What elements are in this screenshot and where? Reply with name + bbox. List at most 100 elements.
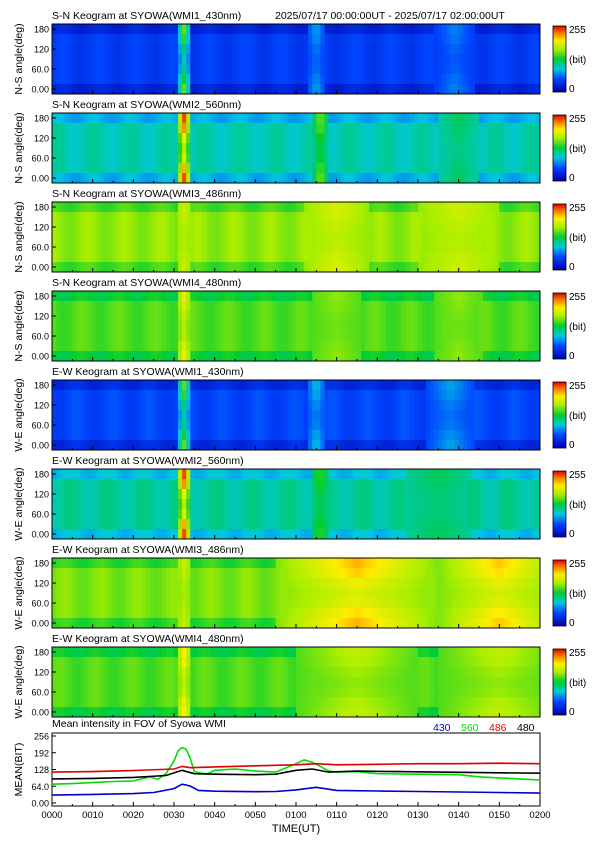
heatmap-cell: [210, 420, 216, 431]
heatmap-cell: [495, 400, 500, 411]
heatmap-cell: [503, 301, 508, 312]
heatmap-cell: [308, 84, 313, 95]
heatmap-cell: [137, 469, 142, 480]
heatmap-cell: [190, 84, 195, 95]
heatmap-cell: [296, 519, 301, 530]
heatmap-cell: [336, 173, 342, 184]
heatmap-cell: [422, 420, 427, 431]
heatmap-cell: [531, 34, 537, 45]
heatmap-cell: [113, 252, 118, 263]
heatmap-cell: [328, 143, 333, 154]
heatmap-cell: [239, 242, 244, 253]
heatmap-cell: [267, 390, 272, 401]
heatmap-cell: [157, 173, 163, 184]
heatmap-cell: [369, 311, 374, 322]
heatmap-cell: [129, 232, 134, 243]
heatmap-cell: [259, 24, 264, 35]
heatmap-cell: [393, 153, 399, 164]
heatmap-cell: [108, 430, 114, 441]
heatmap-cell: [470, 163, 476, 174]
heatmap-cell: [401, 153, 407, 164]
heatmap-cell: [104, 222, 110, 233]
heatmap-cell: [113, 291, 118, 302]
heatmap-cell: [72, 301, 77, 312]
heatmap-cell: [474, 143, 480, 154]
heatmap-cell: [369, 321, 374, 332]
heatmap-cell: [328, 351, 333, 362]
heatmap-cell: [263, 301, 268, 312]
heatmap-cell: [157, 331, 163, 342]
heatmap-cell: [226, 173, 232, 184]
heatmap-cell: [458, 331, 464, 342]
heatmap-cell: [259, 163, 264, 174]
heatmap-cell: [279, 232, 285, 243]
heatmap-cell: [385, 202, 390, 213]
heatmap-cell: [137, 123, 142, 134]
heatmap-cell: [108, 232, 114, 243]
heatmap-cell: [68, 163, 73, 174]
heatmap-cell: [129, 469, 134, 480]
heatmap-cell: [202, 24, 207, 35]
heatmap-cell: [413, 242, 419, 253]
heatmap-cell: [190, 410, 195, 421]
heatmap-cell: [491, 153, 496, 164]
heatmap-cell: [291, 232, 297, 243]
heatmap-cell: [479, 420, 484, 431]
heatmap-cell: [352, 252, 358, 263]
heatmap-cell: [466, 430, 472, 441]
heatmap-cell: [340, 390, 346, 401]
heatmap-cell: [96, 202, 102, 213]
heatmap-cell: [210, 202, 216, 213]
heatmap-cell: [169, 301, 175, 312]
heatmap-cell: [413, 291, 419, 302]
heatmap-cell: [125, 291, 130, 302]
heatmap-cell: [405, 321, 411, 332]
heatmap-cell: [243, 24, 248, 35]
heatmap-cell: [450, 440, 455, 451]
heatmap-cell: [230, 479, 236, 490]
heatmap-cell: [405, 252, 411, 263]
heatmap-cell: [129, 420, 134, 431]
heatmap-cell: [72, 291, 77, 302]
heatmap-cell: [491, 44, 496, 55]
heatmap-cell: [365, 311, 370, 322]
heatmap-cell: [466, 301, 472, 312]
heatmap-cell: [56, 430, 61, 441]
heatmap-cell: [344, 489, 350, 500]
heatmap-cell: [442, 242, 447, 253]
heatmap-cell: [479, 262, 484, 273]
heatmap-cell: [80, 143, 85, 154]
heatmap-cell: [438, 24, 443, 35]
heatmap-cell: [503, 74, 508, 85]
heatmap-cell: [68, 34, 73, 45]
heatmap-cell: [251, 163, 256, 174]
heatmap-cell: [503, 262, 508, 273]
heatmap-cell: [487, 64, 492, 75]
heatmap-cell: [80, 232, 85, 243]
heatmap-cell: [296, 84, 301, 95]
heatmap-cell: [104, 133, 110, 144]
heatmap-cell: [149, 519, 155, 530]
heatmap-cell: [312, 509, 317, 520]
heatmap-cell: [153, 113, 159, 124]
heatmap-cell: [487, 44, 492, 55]
heatmap-cell: [328, 380, 333, 391]
heatmap-cell: [243, 410, 248, 421]
heatmap-cell: [470, 301, 476, 312]
colorbar-max-label: 255: [569, 203, 586, 214]
heatmap-cell: [198, 479, 203, 490]
heatmap-cell: [169, 173, 175, 184]
heatmap-cell: [332, 34, 338, 45]
heatmap-cell: [243, 163, 248, 174]
heatmap-cell: [190, 123, 195, 134]
heatmap-cell: [458, 301, 464, 312]
heatmap-cell: [304, 173, 309, 184]
heatmap-cell: [409, 341, 415, 352]
heatmap-cell: [88, 420, 94, 431]
heatmap-cell: [247, 499, 252, 510]
heatmap-cell: [96, 84, 102, 95]
heatmap-cell: [267, 262, 272, 273]
heatmap-cell: [389, 341, 394, 352]
heatmap-cell: [80, 133, 85, 144]
heatmap-cell: [458, 262, 464, 273]
